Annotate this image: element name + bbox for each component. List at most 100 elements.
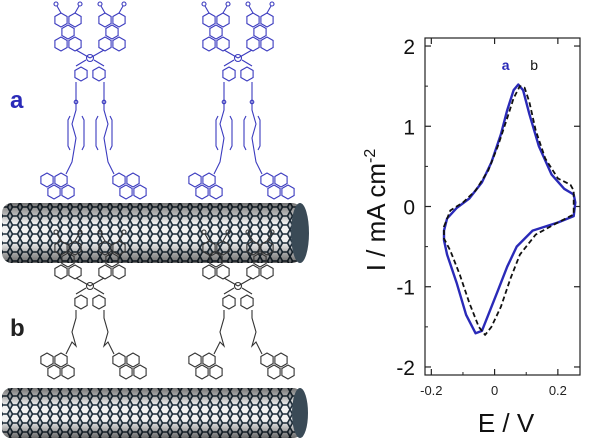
coord-bond (223, 49, 239, 59)
phenanthroline-ligand (98, 240, 126, 280)
coord-bond (75, 49, 91, 59)
carbonyl-bond (118, 5, 124, 14)
carbonyl-oxygen (121, 229, 127, 235)
carbonyl-bond (118, 233, 124, 242)
coord-bond (93, 59, 105, 67)
repeat-bracket (215, 115, 233, 151)
coord-bond (75, 277, 91, 287)
plot-frame (424, 37, 581, 376)
carbonyl-bond (100, 233, 106, 242)
carbonyl-oxygen (53, 229, 59, 235)
bipyridine-ligand (74, 294, 106, 310)
phenanthroline-ligand (54, 240, 82, 280)
carbonyl-bond (266, 5, 272, 14)
series-a-curve (442, 83, 577, 335)
carbonyl-oxygen (269, 1, 275, 7)
coord-bond (93, 287, 105, 295)
pyrene-anchor (188, 172, 223, 200)
phenanthroline-ligand (98, 12, 126, 52)
phenanthroline-ligand (246, 12, 274, 52)
amide-oxygen (249, 99, 255, 105)
carbonyl-bond (204, 233, 210, 242)
molecular-scheme: a b (2, 1, 309, 438)
carbonyl-oxygen (97, 229, 103, 235)
scheme-label-a: a (10, 87, 24, 114)
alkyl-linker (213, 82, 225, 175)
alkyl-linker (65, 310, 78, 355)
x-tick-label: -0.2 (420, 383, 442, 398)
ru-center (85, 53, 95, 63)
carbonyl-oxygen (97, 1, 103, 7)
carbonyl-bond (204, 5, 210, 14)
carbonyl-bond (248, 233, 254, 242)
coord-bond (89, 49, 105, 59)
phenanthroline-ligand (202, 240, 230, 280)
pyrene-anchor (260, 172, 295, 200)
carbonyl-oxygen (77, 229, 83, 235)
carbonyl-oxygen (121, 1, 127, 7)
coord-bond (241, 287, 253, 295)
carbonyl-oxygen (53, 1, 59, 7)
ru-complexes-b (40, 229, 295, 380)
carbonyl-bond (222, 5, 228, 14)
repeat-bracket (67, 115, 85, 151)
carbonyl-oxygen (225, 1, 231, 7)
alkyl-linker (102, 310, 115, 355)
y-tick-label: 0 (403, 197, 415, 220)
phenanthroline-ligand (246, 240, 274, 280)
bipyridine-ligand (222, 294, 254, 310)
carbonyl-oxygen (201, 1, 207, 7)
carbonyl-oxygen (245, 229, 251, 235)
x-axis-label: E / V (478, 408, 535, 438)
coord-bond (89, 277, 105, 287)
carbonyl-bond (266, 233, 272, 242)
coord-bond (237, 277, 253, 287)
ru-center (85, 281, 95, 291)
series-b-curve (443, 85, 575, 336)
alkyl-linker (103, 82, 115, 175)
scheme-label-b: b (10, 315, 25, 342)
coord-bond (75, 287, 87, 295)
carbonyl-bond (74, 5, 80, 14)
ru-complexes-a (40, 1, 295, 200)
y-axis-label: I / mA cm-2 (361, 149, 391, 272)
carbonyl-oxygen (245, 1, 251, 7)
carbonyl-oxygen (77, 1, 83, 7)
repeat-bracket (243, 115, 261, 151)
carbonyl-bond (56, 233, 62, 242)
bipyridine-ligand (74, 66, 106, 82)
coord-bond (75, 59, 87, 67)
ru-center (233, 281, 243, 291)
curve-label-b: b (530, 57, 538, 73)
carbonyl-oxygen (269, 229, 275, 235)
carbonyl-oxygen (201, 229, 207, 235)
alkyl-linker (251, 82, 263, 175)
coord-bond (237, 49, 253, 59)
y-tick-label: 1 (403, 116, 415, 139)
y-tick-label: 2 (403, 36, 415, 59)
alkyl-linker (213, 310, 226, 355)
nanotube-a (2, 203, 309, 263)
pyrene-anchor (260, 352, 295, 380)
amide-oxygen (101, 99, 107, 105)
carbonyl-bond (100, 5, 106, 14)
pyrene-anchor (112, 352, 147, 380)
amide-oxygen (221, 99, 227, 105)
pyrene-anchor (188, 352, 223, 380)
pyrene-anchor (112, 172, 147, 200)
carbonyl-bond (56, 5, 62, 14)
y-tick-label: -2 (396, 357, 415, 380)
alkyl-linker (65, 82, 77, 175)
coord-bond (241, 59, 253, 67)
pyrene-anchor (40, 352, 75, 380)
carbonyl-bond (74, 233, 80, 242)
repeat-bracket (95, 115, 113, 151)
x-tick-label: 0 (491, 383, 498, 398)
y-tick-label: -1 (396, 277, 415, 300)
ru-center (233, 53, 243, 63)
coord-bond (223, 277, 239, 287)
nanotube-b (2, 388, 308, 438)
bipyridine-ligand (222, 66, 254, 82)
carbonyl-bond (248, 5, 254, 14)
phenanthroline-ligand (54, 12, 82, 52)
